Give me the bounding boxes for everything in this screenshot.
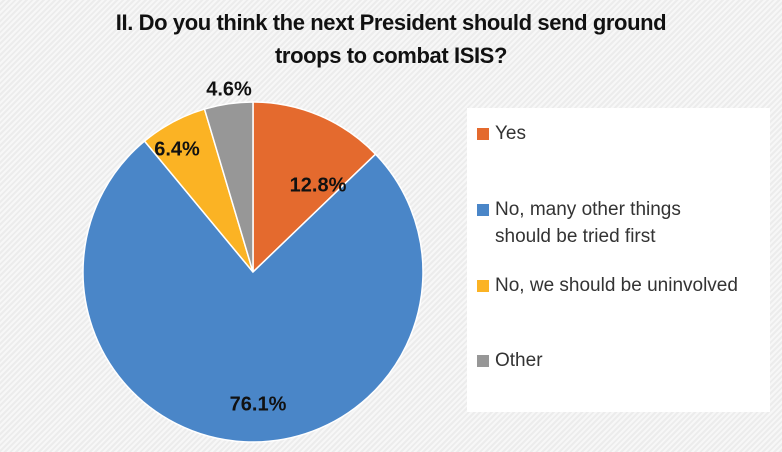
legend: Yes No, many other things should be trie… (467, 108, 770, 412)
pie-slice-no-other-things (82, 140, 424, 443)
title-line-1: II. Do you think the next President shou… (115, 10, 667, 35)
legend-swatch-yes (477, 128, 489, 140)
chart-title: II. Do you think the next President shou… (0, 6, 782, 72)
legend-swatch-other (477, 355, 489, 367)
legend-label-uninvolved: No, we should be uninvolved (495, 275, 738, 296)
legend-item-other: Other (477, 347, 543, 374)
pie-slice-other (203, 101, 254, 273)
legend-label-no-other-things: No, many other things should be tried fi… (495, 196, 681, 250)
legend-label-line-2: should be tried first (495, 226, 656, 247)
data-label-yes: 12.8% (290, 174, 347, 196)
legend-label-yes: Yes (495, 123, 526, 144)
legend-item-no-other-things: No, many other things should be tried fi… (477, 196, 681, 250)
pie-slice-yes (252, 101, 377, 274)
title-line-2: troops to combat ISIS? (275, 43, 507, 68)
data-label-other: 4.6% (206, 78, 252, 100)
data-label-no-other-things: 76.1% (230, 393, 287, 415)
legend-swatch-uninvolved (477, 280, 489, 292)
legend-label-other: Other (495, 350, 543, 371)
legend-label-line-1: No, many other things (495, 199, 681, 220)
data-label-uninvolved: 6.4% (154, 138, 200, 160)
legend-swatch-no-other-things (477, 204, 489, 216)
legend-item-yes: Yes (477, 120, 526, 147)
legend-item-uninvolved: No, we should be uninvolved (477, 272, 738, 299)
